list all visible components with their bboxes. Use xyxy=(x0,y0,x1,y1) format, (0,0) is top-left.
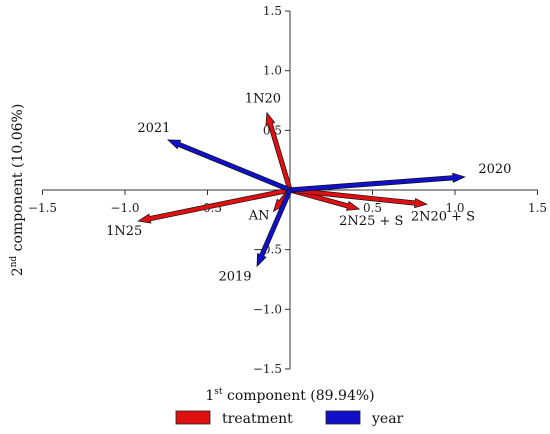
label-2n20-s: 2N20 + S xyxy=(411,209,475,224)
x-tick-label: 1.5 xyxy=(528,201,547,215)
label-2n25-s: 2N25 + S xyxy=(339,214,403,229)
x-tick-label: −1.0 xyxy=(110,201,139,215)
vectors xyxy=(137,111,466,268)
arrow-2021 xyxy=(166,139,292,193)
legend-swatch-year xyxy=(325,410,361,425)
arrow-labels: 1N20 1N25 AN 2N25 + S 2N20 + S 2020 2021 2019 xyxy=(106,91,511,284)
label-2020: 2020 xyxy=(478,162,511,177)
arrow-1n20 xyxy=(265,111,293,192)
arrow-2020 xyxy=(289,172,466,193)
label-1n25: 1N25 xyxy=(106,224,142,239)
y-tick-label: −1.5 xyxy=(253,362,282,376)
label-an: AN xyxy=(248,208,270,223)
label-2019: 2019 xyxy=(218,269,251,284)
label-2021: 2021 xyxy=(137,121,170,136)
y-tick-label: 1.5 xyxy=(263,4,282,18)
legend-label-treatment: treatment xyxy=(222,411,293,427)
y-tick-label: −1.0 xyxy=(253,302,282,316)
arrow-2019 xyxy=(256,188,293,268)
x-axis-title: 1st component (89.94%) xyxy=(205,387,374,404)
x-tick-label: 0.5 xyxy=(363,201,382,215)
x-tick-label: −1.5 xyxy=(28,201,57,215)
y-axis-title: 2nd component (10.06%) xyxy=(9,104,26,277)
legend-swatch-treatment xyxy=(175,410,211,425)
legend: treatment year xyxy=(175,410,404,427)
x-tick-label: 1.0 xyxy=(445,201,464,215)
label-1n20: 1N20 xyxy=(245,91,281,106)
legend-label-year: year xyxy=(371,411,404,427)
arrow-1n25 xyxy=(137,187,291,224)
y-tick-label: 1.0 xyxy=(263,64,282,78)
